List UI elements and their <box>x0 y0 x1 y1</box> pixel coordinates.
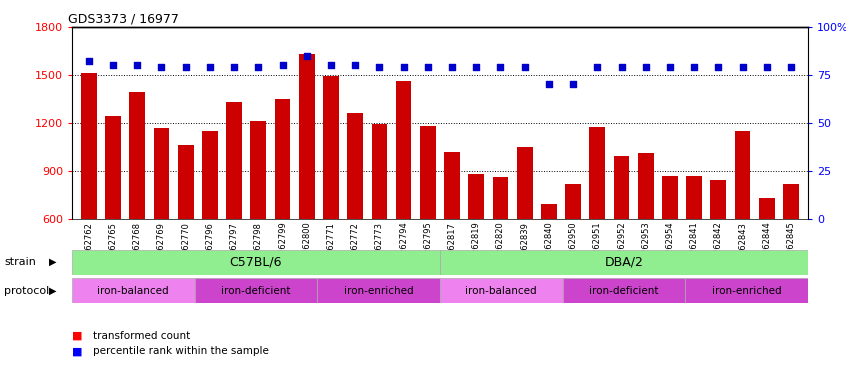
Bar <box>711 180 726 315</box>
Bar <box>440 250 808 275</box>
Text: iron-deficient: iron-deficient <box>589 286 659 296</box>
Point <box>107 62 120 68</box>
Bar <box>323 76 339 315</box>
Text: transformed count: transformed count <box>93 331 190 341</box>
Text: ■: ■ <box>72 331 82 341</box>
Bar <box>178 145 194 315</box>
Text: iron-enriched: iron-enriched <box>343 286 414 296</box>
Text: iron-deficient: iron-deficient <box>221 286 291 296</box>
Point <box>615 64 629 70</box>
Bar <box>492 177 508 315</box>
Bar <box>662 176 678 315</box>
Bar <box>72 278 195 303</box>
Point <box>784 64 798 70</box>
Text: iron-balanced: iron-balanced <box>465 286 537 296</box>
Bar <box>638 153 654 315</box>
Point <box>711 64 725 70</box>
Point <box>228 64 241 70</box>
Bar <box>686 176 702 315</box>
Text: percentile rank within the sample: percentile rank within the sample <box>93 346 269 356</box>
Point <box>130 62 144 68</box>
Point <box>82 58 96 65</box>
Bar <box>734 131 750 315</box>
Point <box>397 64 410 70</box>
Text: ▶: ▶ <box>49 257 57 267</box>
Bar <box>226 102 242 315</box>
Bar <box>469 174 484 315</box>
Point <box>421 64 435 70</box>
Text: protocol: protocol <box>4 286 49 296</box>
Bar <box>590 127 605 315</box>
Bar <box>420 126 436 315</box>
Bar <box>105 116 121 315</box>
Point <box>542 81 556 88</box>
Text: DBA/2: DBA/2 <box>605 256 643 268</box>
Bar <box>348 113 363 315</box>
Bar <box>81 73 96 315</box>
Point <box>518 64 531 70</box>
Point <box>736 64 750 70</box>
Text: C57BL/6: C57BL/6 <box>229 256 283 268</box>
Text: ■: ■ <box>72 346 82 356</box>
Point <box>276 62 289 68</box>
Point <box>470 64 483 70</box>
Bar <box>195 278 317 303</box>
Point <box>155 64 168 70</box>
Point <box>494 64 508 70</box>
Text: GDS3373 / 16977: GDS3373 / 16977 <box>69 13 179 26</box>
Point <box>591 64 604 70</box>
Bar <box>759 198 775 315</box>
Text: ▶: ▶ <box>49 286 57 296</box>
Bar <box>613 157 629 315</box>
Point <box>445 64 459 70</box>
Bar <box>202 131 217 315</box>
Point <box>349 62 362 68</box>
Bar <box>317 278 440 303</box>
Bar <box>565 184 581 315</box>
Bar <box>444 152 460 315</box>
Point <box>324 62 338 68</box>
Point <box>687 64 700 70</box>
Text: iron-balanced: iron-balanced <box>97 286 169 296</box>
Point <box>566 81 580 88</box>
Bar <box>371 124 387 315</box>
Point <box>300 53 314 59</box>
Bar <box>783 184 799 315</box>
Text: strain: strain <box>4 257 36 267</box>
Point <box>760 64 773 70</box>
Point <box>372 64 386 70</box>
Point <box>203 64 217 70</box>
Bar <box>72 250 440 275</box>
Bar <box>396 81 411 315</box>
Point <box>251 64 265 70</box>
Bar <box>275 99 290 315</box>
Bar <box>250 121 266 315</box>
Bar <box>685 278 808 303</box>
Bar <box>440 278 563 303</box>
Text: iron-enriched: iron-enriched <box>711 286 782 296</box>
Point <box>663 64 677 70</box>
Bar <box>299 54 315 315</box>
Bar <box>541 204 557 315</box>
Bar <box>517 147 532 315</box>
Bar <box>129 93 146 315</box>
Point <box>639 64 652 70</box>
Point <box>179 64 193 70</box>
Bar <box>563 278 685 303</box>
Bar <box>154 127 169 315</box>
